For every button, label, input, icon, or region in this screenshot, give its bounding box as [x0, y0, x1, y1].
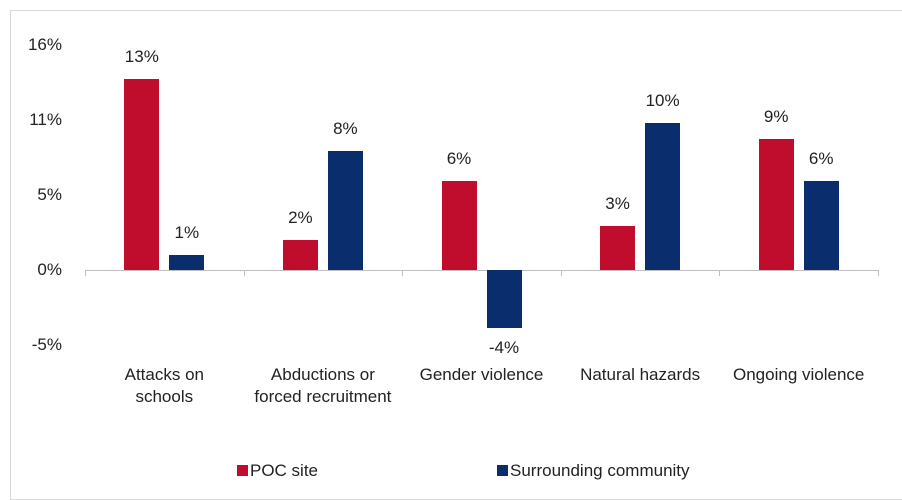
value-label: 6% [446, 149, 472, 169]
x-tick-label: Attacks on schools [124, 365, 204, 406]
x-tick [85, 270, 86, 276]
y-tick-label: 5% [37, 185, 62, 204]
bar [124, 78, 160, 270]
y-tick-label: 0% [37, 260, 62, 279]
value-label: 6% [808, 149, 834, 169]
x-tick-label: Ongoing violence [733, 365, 865, 384]
bar [803, 181, 839, 270]
x-tick [243, 270, 245, 276]
y-tick-label: -5% [31, 335, 62, 354]
x-tick [560, 270, 562, 276]
y-tick-label: 11% [29, 110, 62, 129]
y-tick-label: 16% [27, 35, 62, 54]
bar [486, 270, 522, 328]
value-label: 9% [763, 106, 789, 126]
x-tick-label: Gender violence [419, 365, 544, 384]
legend-label: Surrounding community [510, 461, 690, 480]
bar [327, 151, 363, 270]
value-label: -4% [488, 338, 520, 357]
x-tick [719, 270, 721, 276]
legend-label: POC site [250, 461, 319, 480]
x-tick-label: Natural hazards [580, 365, 701, 384]
legend-swatch [497, 465, 508, 476]
axis-line [85, 270, 878, 271]
value-label: 13% [124, 46, 159, 66]
bar [169, 255, 205, 270]
value-label: 1% [174, 223, 200, 242]
bar [758, 138, 794, 270]
legend-swatch [237, 465, 248, 476]
chart: -5% 0% 5% 11% 16% Attacks on schools 13% 1% Abdu… [10, 10, 902, 500]
bar [645, 122, 681, 270]
bar [282, 240, 318, 270]
value-label: 3% [605, 193, 630, 213]
bar [600, 225, 636, 270]
value-label: 8% [333, 119, 358, 139]
x-tick [878, 270, 879, 276]
value-label: 10% [645, 90, 680, 110]
bar [441, 181, 477, 270]
x-tick [402, 270, 404, 276]
x-tick-label: Abductions or forced recruitment [254, 365, 392, 406]
value-label: 2% [288, 208, 313, 227]
